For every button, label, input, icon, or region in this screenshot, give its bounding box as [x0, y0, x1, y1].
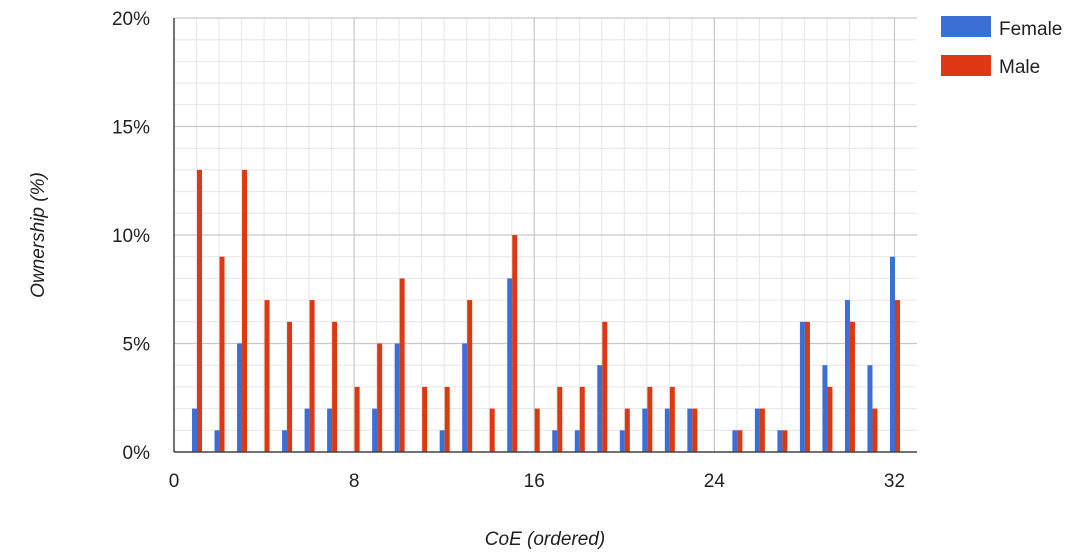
bar-male[interactable]: [894, 300, 900, 452]
bar-male[interactable]: [399, 278, 405, 452]
legend-swatch-female: [941, 16, 991, 37]
legend-swatch-male: [941, 55, 991, 76]
bar-male[interactable]: [737, 430, 743, 452]
bar-male[interactable]: [309, 300, 315, 452]
bar-female[interactable]: [462, 343, 468, 453]
y-tick-labels: 0% 5% 10% 15% 20%: [112, 9, 150, 464]
bar-male[interactable]: [557, 386, 563, 452]
legend-label-female: Female: [999, 19, 1062, 40]
bar-male[interactable]: [354, 386, 360, 452]
y-tick-label: 5%: [123, 335, 151, 356]
y-tick-label: 20%: [112, 9, 150, 30]
bar-male[interactable]: [242, 169, 248, 452]
bar-male[interactable]: [377, 343, 383, 453]
axes: [173, 18, 917, 453]
bar-female[interactable]: [597, 365, 603, 452]
bar-female[interactable]: [574, 430, 580, 452]
bar-female[interactable]: [777, 430, 783, 452]
bar-male[interactable]: [827, 386, 833, 452]
legend-item-female[interactable]: Female: [941, 16, 1062, 40]
bar-female[interactable]: [552, 430, 558, 452]
bar-male[interactable]: [692, 408, 698, 452]
bar-male[interactable]: [647, 386, 653, 452]
bar-male[interactable]: [849, 321, 855, 452]
legend-label-male: Male: [999, 57, 1040, 78]
bar-male[interactable]: [264, 300, 270, 452]
bar-female[interactable]: [394, 343, 400, 453]
bar-female[interactable]: [237, 343, 243, 453]
x-tick-label: 16: [524, 471, 545, 492]
bar-male[interactable]: [219, 256, 225, 452]
bar-male[interactable]: [287, 321, 293, 452]
bar-female[interactable]: [619, 430, 625, 452]
bar-female[interactable]: [642, 408, 648, 452]
bar-female[interactable]: [889, 256, 895, 452]
bar-male[interactable]: [759, 408, 765, 452]
x-tick-label: 0: [169, 471, 180, 492]
major-gridlines: [174, 17, 917, 452]
bar-male[interactable]: [804, 321, 810, 452]
bar-male[interactable]: [669, 386, 675, 452]
bar-female[interactable]: [282, 430, 288, 452]
bar-female[interactable]: [439, 430, 445, 452]
bar-female[interactable]: [507, 278, 513, 452]
bar-female[interactable]: [327, 408, 333, 452]
bars: [192, 169, 900, 453]
bar-male[interactable]: [467, 300, 473, 452]
bar-female[interactable]: [372, 408, 378, 452]
x-tick-label: 24: [704, 471, 726, 492]
x-axis-title: CoE (ordered): [485, 529, 605, 550]
bar-male[interactable]: [512, 235, 518, 452]
x-tick-label: 8: [349, 471, 360, 492]
bar-male[interactable]: [579, 386, 585, 452]
bar-male[interactable]: [782, 430, 788, 452]
bar-male[interactable]: [602, 321, 608, 452]
bar-female[interactable]: [754, 408, 760, 452]
legend: Female Male: [941, 16, 1062, 78]
y-tick-label: 0%: [123, 443, 151, 464]
bar-male[interactable]: [624, 408, 630, 452]
bar-female[interactable]: [214, 430, 220, 452]
bar-female[interactable]: [799, 321, 805, 452]
bar-male[interactable]: [489, 408, 495, 452]
bar-female[interactable]: [822, 365, 828, 452]
bar-male[interactable]: [422, 386, 428, 452]
bar-female[interactable]: [304, 408, 310, 452]
bar-male[interactable]: [197, 169, 203, 452]
bar-female[interactable]: [664, 408, 670, 452]
legend-item-male[interactable]: Male: [941, 55, 1040, 78]
y-tick-label: 15%: [112, 118, 150, 139]
bar-male[interactable]: [444, 386, 450, 452]
bar-female[interactable]: [732, 430, 738, 452]
bar-female[interactable]: [867, 365, 873, 452]
bar-male[interactable]: [332, 321, 338, 452]
x-tick-label: 32: [884, 471, 905, 492]
bar-female[interactable]: [192, 408, 198, 452]
y-axis-title: Ownership (%): [28, 172, 49, 298]
bar-male[interactable]: [534, 408, 540, 452]
bar-female[interactable]: [844, 300, 850, 452]
bar-female[interactable]: [687, 408, 693, 452]
y-tick-label: 10%: [112, 226, 150, 247]
x-tick-labels: 0 8 16 24 32: [169, 471, 905, 492]
bar-male[interactable]: [872, 408, 878, 452]
